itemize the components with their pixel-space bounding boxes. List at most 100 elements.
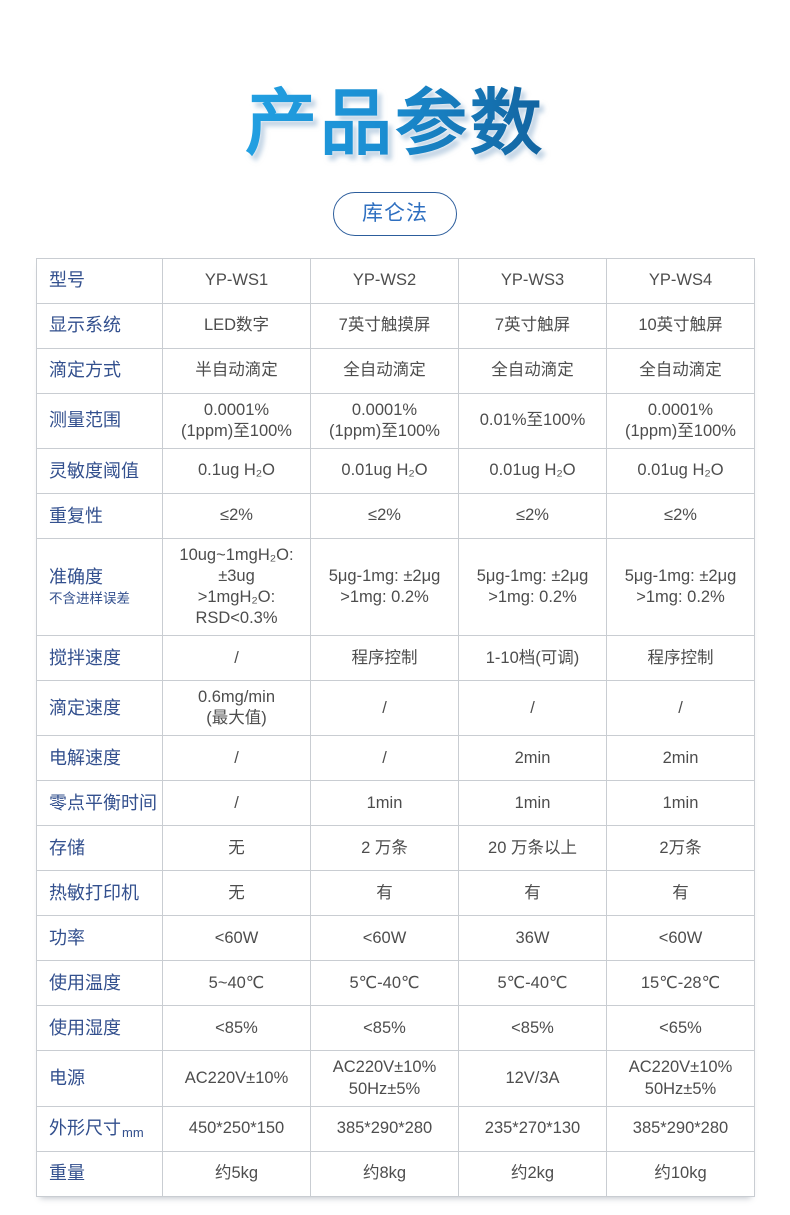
table-row: 灵敏度阈值 0.1ug H₂O 0.01ug H₂O 0.01ug H₂O 0.… (36, 447, 755, 494)
table-row: 滴定方式 半自动滴定 全自动滴定 全自动滴定 全自动滴定 (36, 347, 755, 394)
method-badge-row: 库仑法 (0, 191, 790, 236)
spec-value-ws2: <85% (310, 1005, 459, 1052)
spec-value-ws2: / (310, 680, 459, 737)
spec-value-ws3: 约2kg (458, 1150, 607, 1197)
spec-value-ws1: 5~40℃ (162, 960, 311, 1007)
spec-value-ws4: 15℃-28℃ (606, 960, 755, 1007)
spec-value-ws2: 约8kg (310, 1150, 459, 1197)
spec-value-ws4: 0.0001% (1ppm)至100% (606, 392, 755, 449)
spec-value-ws1: ≤2% (162, 492, 311, 539)
spec-value-ws4: AC220V±10% 50Hz±5% (606, 1050, 755, 1107)
table-row: 测量范围 0.0001% (1ppm)至100% 0.0001% (1ppm)至… (36, 392, 755, 449)
spec-value-ws3: 有 (458, 870, 607, 917)
spec-label-cell: 存储 (36, 825, 163, 872)
spec-value-ws3: <85% (458, 1005, 607, 1052)
table-row: 零点平衡时间 / 1min 1min 1min (36, 780, 755, 827)
spec-value-ws3: / (458, 680, 607, 737)
spec-value-ws4: 1min (606, 780, 755, 827)
spec-label: 滴定速度 (49, 698, 121, 719)
spec-value-ws4: 385*290*280 (606, 1105, 755, 1152)
spec-label: 重复性 (49, 505, 103, 526)
spec-value-ws3: 12V/3A (458, 1050, 607, 1107)
spec-label-cell: 电源 (36, 1050, 163, 1107)
table-row: 滴定速度 0.6mg/min (最大值) / / / (36, 680, 755, 737)
table-row: 搅拌速度 / 程序控制 1-10档(可调) 程序控制 (36, 635, 755, 682)
spec-value-ws1: 450*250*150 (162, 1105, 311, 1152)
spec-label-cell: 搅拌速度 (36, 635, 163, 682)
spec-table-container: 型号 YP-WS1 YP-WS2 YP-WS3 YP-WS4 显示系统 LED数… (36, 257, 755, 1197)
spec-value-ws1: 约5kg (162, 1150, 311, 1197)
spec-label: 电源 (49, 1068, 85, 1089)
table-row: 准确度不含进样误差 10ug~1mgH₂O: ±3ug >1mgH₂O: RSD… (36, 537, 755, 637)
spec-value-ws2: AC220V±10% 50Hz±5% (310, 1050, 459, 1107)
spec-label-cell: 灵敏度阈值 (36, 447, 163, 494)
table-row: 电解速度 / / 2min 2min (36, 735, 755, 782)
spec-value-ws4: 2万条 (606, 825, 755, 872)
spec-value-ws2: 5μg-1mg: ±2μg >1mg: 0.2% (310, 537, 459, 637)
spec-label-cell: 显示系统 (36, 302, 163, 349)
spec-label-cell: 使用湿度 (36, 1005, 163, 1052)
spec-value-ws1: <85% (162, 1005, 311, 1052)
table-row: 电源 AC220V±10% AC220V±10% 50Hz±5% 12V/3A … (36, 1050, 755, 1107)
method-badge: 库仑法 (333, 191, 457, 236)
spec-value-ws4: 有 (606, 870, 755, 917)
spec-value-ws2: 程序控制 (310, 635, 459, 682)
spec-value-ws4: 10英寸触屏 (606, 302, 755, 349)
spec-value-ws4: <60W (606, 915, 755, 962)
spec-label: 型号 (49, 270, 85, 291)
table-row: 重复性 ≤2% ≤2% ≤2% ≤2% (36, 492, 755, 539)
page-title: 产品参数 (245, 76, 545, 170)
spec-label: 热敏打印机 (49, 883, 139, 904)
spec-value-ws2: 385*290*280 (310, 1105, 459, 1152)
spec-value-ws3: 0.01%至100% (458, 392, 607, 449)
spec-value-ws3: 5μg-1mg: ±2μg >1mg: 0.2% (458, 537, 607, 637)
table-row: 重量 约5kg 约8kg 约2kg 约10kg (36, 1150, 755, 1197)
spec-value-ws1: / (162, 635, 311, 682)
spec-value-ws2: 1min (310, 780, 459, 827)
spec-value-ws1: 0.0001% (1ppm)至100% (162, 392, 311, 449)
table-row: 功率 <60W <60W 36W <60W (36, 915, 755, 962)
table-row: 热敏打印机 无 有 有 有 (36, 870, 755, 917)
spec-value-ws4: 程序控制 (606, 635, 755, 682)
spec-table: 型号 YP-WS1 YP-WS2 YP-WS3 YP-WS4 显示系统 LED数… (36, 257, 755, 1197)
spec-value-ws1: LED数字 (162, 302, 311, 349)
spec-value-ws3: 20 万条以上 (458, 825, 607, 872)
spec-value-ws1: YP-WS1 (162, 257, 311, 304)
spec-label-cell: 外形尺寸mm (36, 1105, 163, 1152)
spec-label-cell: 电解速度 (36, 735, 163, 782)
spec-value-ws2: ≤2% (310, 492, 459, 539)
spec-label-cell: 准确度 不含进样误差 (36, 537, 163, 637)
spec-label: 使用温度 (49, 973, 121, 994)
spec-label-cell: 滴定方式 (36, 347, 163, 394)
spec-value-ws4: <65% (606, 1005, 755, 1052)
spec-value-ws3: 全自动滴定 (458, 347, 607, 394)
spec-label: 准确度 (49, 567, 103, 588)
spec-value-ws2: 有 (310, 870, 459, 917)
spec-value-ws2: 0.01ug H₂O (310, 447, 459, 494)
spec-label-cell: 使用温度 (36, 960, 163, 1007)
spec-value-ws1: 10ug~1mgH₂O: ±3ug >1mgH₂O: RSD<0.3% (162, 537, 311, 637)
spec-value-ws1: <60W (162, 915, 311, 962)
spec-label-cell: 功率 (36, 915, 163, 962)
spec-value-ws2: YP-WS2 (310, 257, 459, 304)
spec-value-ws1: 无 (162, 825, 311, 872)
table-row: 存储 无 2 万条 20 万条以上 2万条 (36, 825, 755, 872)
spec-value-ws4: 约10kg (606, 1150, 755, 1197)
spec-value-ws2: 0.0001% (1ppm)至100% (310, 392, 459, 449)
spec-value-ws4: 5μg-1mg: ±2μg >1mg: 0.2% (606, 537, 755, 637)
page-header: 产品参数 (0, 0, 790, 170)
spec-label: 测量范围 (49, 410, 121, 431)
spec-value-ws3: 235*270*130 (458, 1105, 607, 1152)
spec-value-ws4: 2min (606, 735, 755, 782)
spec-label-cell: 滴定速度 (36, 680, 163, 737)
spec-value-ws2: 全自动滴定 (310, 347, 459, 394)
spec-value-ws1: 0.1ug H₂O (162, 447, 311, 494)
spec-label-note: 不含进样误差 (49, 590, 130, 606)
spec-label: 搅拌速度 (49, 648, 121, 668)
table-row: 使用温度 5~40℃ 5℃-40℃ 5℃-40℃ 15℃-28℃ (36, 960, 755, 1007)
spec-value-ws3: YP-WS3 (458, 257, 607, 304)
spec-label: 滴定方式 (49, 360, 121, 381)
spec-label-unit: mm (122, 1124, 144, 1140)
spec-value-ws1: / (162, 780, 311, 827)
spec-value-ws2: 5℃-40℃ (310, 960, 459, 1007)
